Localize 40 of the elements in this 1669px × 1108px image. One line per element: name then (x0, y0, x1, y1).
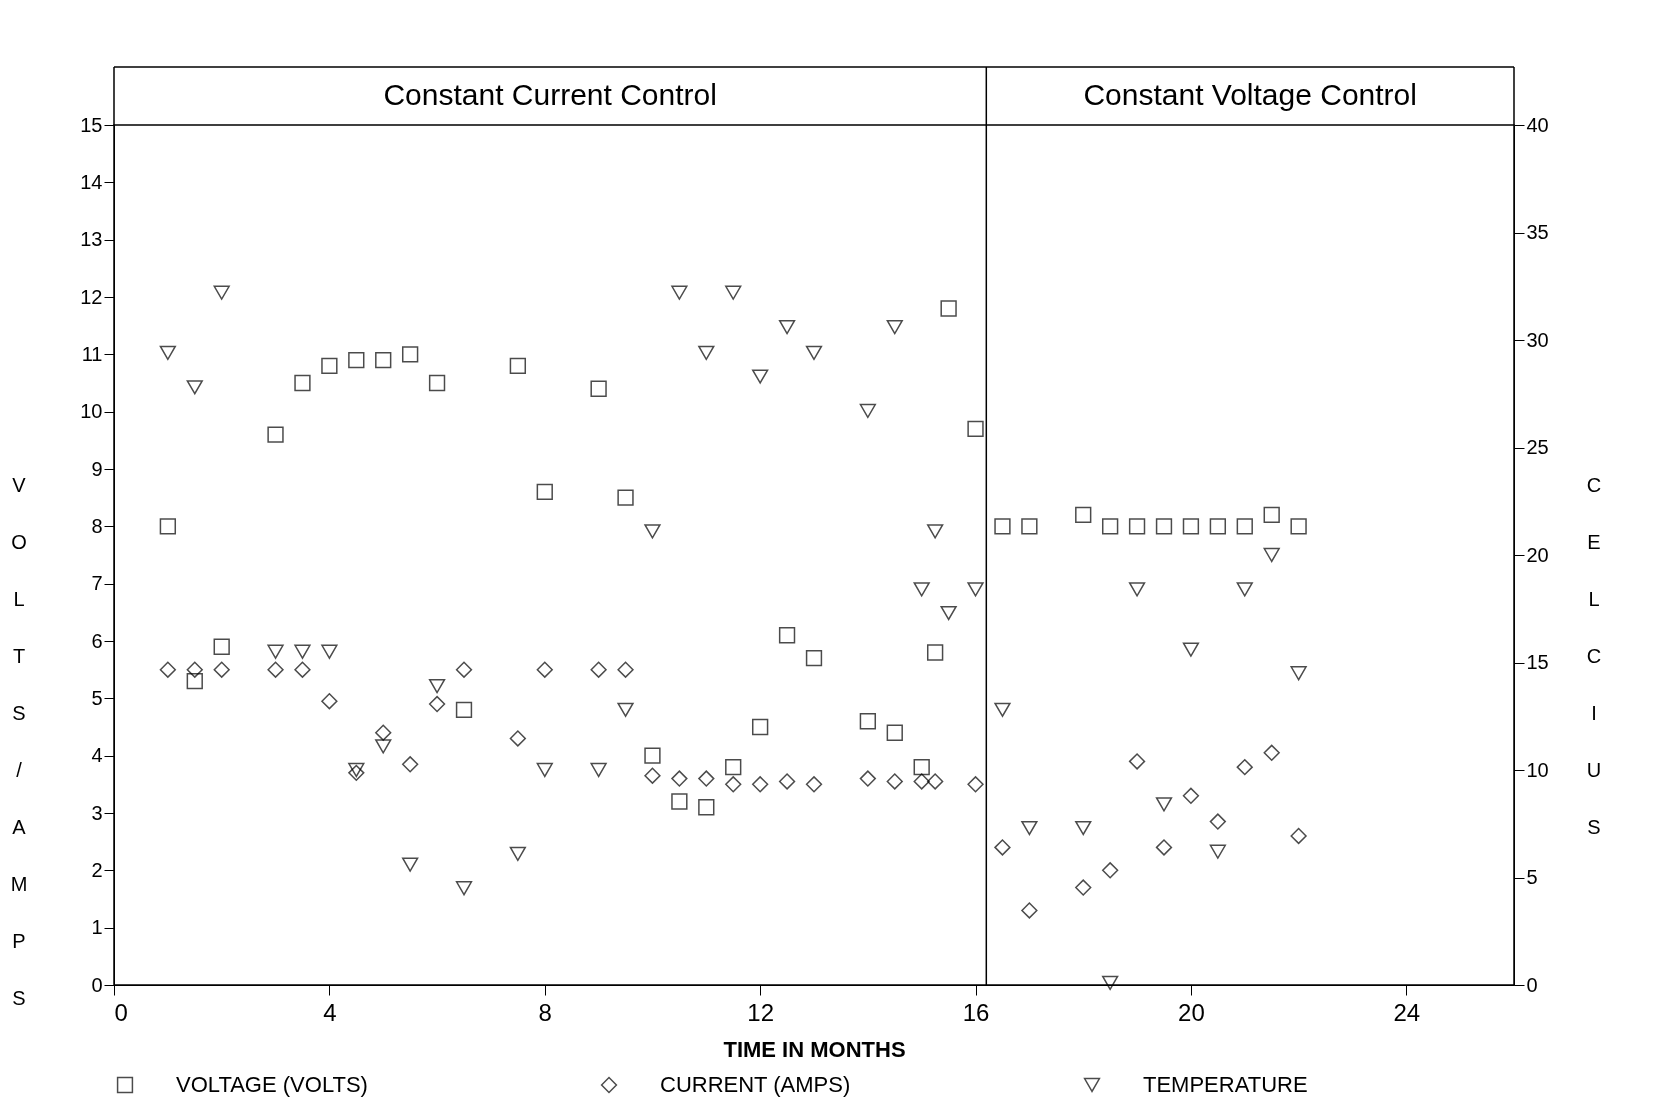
y-tick-label: 3 (91, 801, 103, 824)
y2-tick-label: 0 (1526, 973, 1538, 996)
legend-label: TEMPERATURE (1143, 1072, 1308, 1097)
legend-label: VOLTAGE (VOLTS) (176, 1072, 368, 1097)
y-tick-label: 7 (91, 572, 103, 595)
x-tick-label: 12 (747, 998, 775, 1026)
legend-label: CURRENT (AMPS) (660, 1072, 851, 1097)
text: Constant Current Control (383, 78, 717, 111)
x-tick-label: 0 (114, 998, 128, 1026)
y2-tick-label: 15 (1526, 651, 1549, 673)
text: CELCIUS (1586, 474, 1602, 839)
y-tick-label: 6 (91, 629, 103, 652)
y-tick-label: 13 (80, 228, 103, 251)
y2-tick-label: 30 (1526, 328, 1549, 351)
x-tick-label: 4 (323, 998, 337, 1026)
x-axis-title: TIME IN MONTHS (723, 1036, 906, 1062)
x-tick-label: 16 (962, 998, 990, 1026)
y2-tick-label: 40 (1526, 113, 1549, 136)
y-tick-label: 0 (91, 973, 103, 996)
y2-tick-label: 25 (1526, 436, 1549, 458)
y-tick-label: 11 (81, 342, 103, 365)
x-tick-label: 8 (538, 998, 552, 1026)
y2-tick-label: 20 (1526, 543, 1549, 566)
y-tick-label: 2 (91, 858, 103, 881)
y-tick-label: 12 (80, 285, 103, 308)
y2-tick-label: 35 (1526, 221, 1549, 243)
y-tick-label: 9 (91, 457, 103, 480)
y-tick-label: 4 (91, 744, 103, 767)
y-tick-label: 1 (91, 916, 103, 939)
y2-tick-label: 10 (1526, 758, 1549, 781)
x-tick-label: 24 (1393, 998, 1421, 1026)
y-tick-label: 15 (80, 113, 103, 136)
y-tick-label: 5 (91, 686, 103, 709)
y-tick-label: 10 (80, 400, 103, 423)
x-tick-label: 20 (1178, 998, 1205, 1026)
text: VOLTS/AMPS (10, 474, 28, 1010)
y2-tick-label: 5 (1526, 866, 1538, 888)
text: Constant Voltage Control (1083, 78, 1417, 111)
y-tick-label: 14 (80, 170, 103, 193)
y-tick-label: 8 (91, 514, 103, 537)
